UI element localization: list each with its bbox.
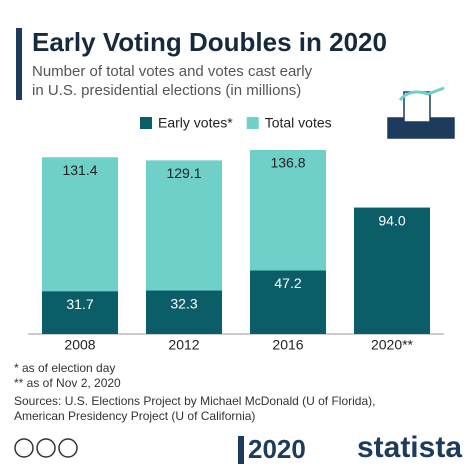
- subtitle: Number of total votes and votes cast ear…: [32, 63, 313, 80]
- plot: 2008 131.4 31.7 2012 129.1 32.3 2016 136.8 47.2 2…: [42, 150, 430, 353]
- x-tick-label: 2012: [168, 337, 199, 353]
- legend-swatch: [246, 117, 259, 129]
- footnote: ** as of Nov 2, 2020: [14, 376, 121, 390]
- value-label: 129.1: [166, 165, 201, 181]
- chart-title: Early Voting Doubles in 2020: [32, 27, 387, 57]
- title-accent: [16, 28, 22, 100]
- x-tick-label: 2008: [64, 337, 95, 353]
- value-label: 131.4: [62, 162, 97, 178]
- x-tick-label: 2016: [272, 337, 303, 353]
- legend-label: Early votes*: [158, 115, 233, 131]
- legend: Early votes* Total votes: [140, 115, 332, 131]
- footnote: * as of election day: [14, 361, 115, 375]
- x-tick-label: 2020**: [371, 337, 414, 353]
- value-label: 32.3: [170, 295, 197, 311]
- license-icons: [14, 438, 78, 458]
- bar: [146, 290, 222, 334]
- value-label: 136.8: [270, 155, 305, 171]
- bar: [354, 207, 430, 334]
- legend-label: Total votes: [265, 115, 332, 131]
- value-label: 94.0: [378, 212, 405, 228]
- bar: [42, 291, 118, 334]
- ballot-icon: [387, 86, 455, 139]
- value-label: 47.2: [274, 275, 301, 291]
- logo-bar: [238, 436, 244, 464]
- subtitle: in U.S. presidential elections (in milli…: [32, 82, 301, 99]
- logo: 2020: [248, 434, 306, 464]
- bar: [250, 270, 326, 334]
- source: American Presidency Project (U of Califo…: [14, 409, 255, 423]
- brand: statista: [357, 431, 462, 464]
- value-label: 31.7: [66, 296, 93, 312]
- legend-swatch: [140, 117, 152, 129]
- source: Sources: U.S. Elections Project by Micha…: [14, 394, 375, 408]
